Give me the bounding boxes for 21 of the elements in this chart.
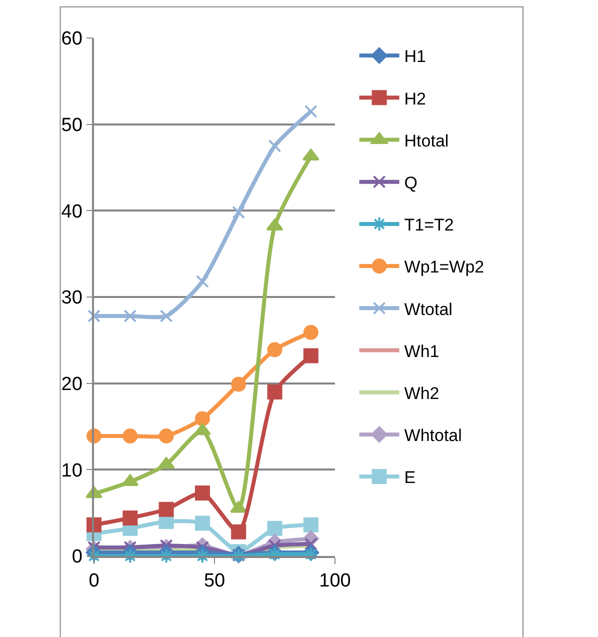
legend-label: Whtotal bbox=[404, 426, 462, 446]
legend-label: Wtotal bbox=[404, 300, 452, 319]
x-tick-label: 0 bbox=[88, 570, 100, 592]
y-tick-label: 60 bbox=[61, 28, 82, 50]
x-tick-label: 100 bbox=[319, 570, 351, 592]
legend-label: E bbox=[404, 468, 416, 488]
y-tick-label: 30 bbox=[61, 288, 82, 309]
y-tick-label: 50 bbox=[61, 114, 82, 136]
legend-label: T1=T2 bbox=[404, 216, 454, 235]
legend-label: H1 bbox=[404, 47, 426, 66]
legend-label: Q bbox=[404, 173, 418, 192]
legend-label: H2 bbox=[404, 89, 426, 108]
x-tick-label: 50 bbox=[204, 570, 226, 592]
y-tick-label: 10 bbox=[61, 460, 82, 482]
legend-label: Htotal bbox=[404, 131, 449, 150]
legend-label: Wh1 bbox=[404, 342, 440, 361]
y-tick-label: 0 bbox=[72, 546, 82, 568]
legend-label: Wh2 bbox=[404, 384, 440, 403]
legend-label: Wp1=Wp2 bbox=[404, 258, 484, 277]
y-tick-label: 20 bbox=[61, 374, 82, 395]
y-tick-label: 40 bbox=[61, 201, 82, 222]
